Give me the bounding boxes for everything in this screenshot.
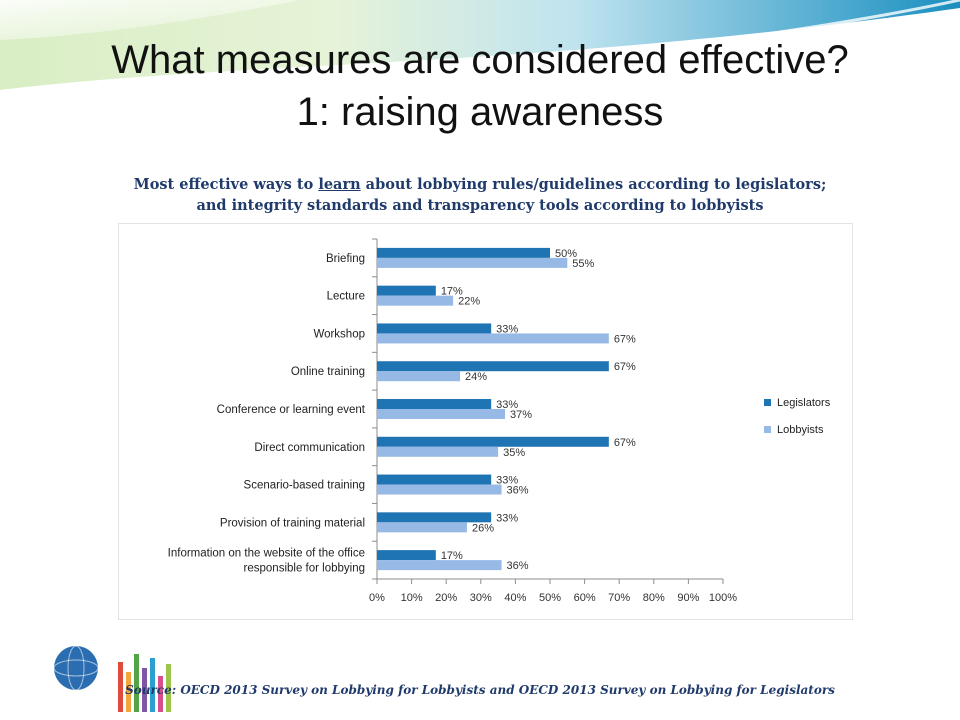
legend-swatch-legislators: [764, 399, 771, 406]
data-label: 67%: [614, 437, 636, 449]
chart-title: Most effective ways to learn about lobby…: [40, 174, 920, 216]
x-tick-label: 20%: [435, 592, 457, 604]
bar-lobbyists: [377, 446, 499, 457]
category-label: responsible for lobbying: [244, 563, 365, 575]
header-banner: [0, 0, 960, 90]
slide-title-line2: 1: raising awareness: [296, 90, 664, 134]
bar-lobbyists: [377, 560, 502, 571]
category-label: Conference or learning event: [217, 404, 366, 416]
x-tick-label: 30%: [470, 592, 492, 604]
category-label: Information on the website of the office: [168, 548, 365, 560]
data-label: 36%: [507, 560, 529, 572]
x-tick-label: 90%: [677, 592, 699, 604]
bar-lobbyists: [377, 333, 609, 344]
data-label: 26%: [472, 522, 494, 534]
data-label: 35%: [503, 447, 525, 459]
bar-legislators: [377, 512, 492, 523]
chart-title-part1: Most effective ways to: [133, 176, 319, 193]
x-tick-label: 70%: [608, 592, 630, 604]
bar-lobbyists: [377, 484, 502, 495]
chart-frame: 0% 10% 20% 30% 40% 50% 60% 70% 80% 90% 100% Briefin…: [118, 223, 853, 620]
data-label: 22%: [458, 296, 480, 308]
data-label: 33%: [496, 323, 518, 335]
chart-title-line1: Most effective ways to learn about lobby…: [40, 174, 920, 195]
bar-lobbyists: [377, 409, 506, 419]
bar-lobbyists: [377, 522, 467, 533]
chart-title-part2: about lobbying rules/guidelines accordin…: [360, 176, 827, 193]
category-label: Lecture: [327, 291, 365, 303]
data-label: 50%: [555, 248, 577, 260]
category-label: Scenario-based training: [244, 480, 365, 492]
oecd-logo: [46, 642, 186, 720]
legend-label-legislators: Legislators: [777, 397, 831, 409]
data-label: 55%: [572, 258, 594, 270]
data-label: 67%: [614, 361, 636, 373]
bar-legislators: [377, 550, 436, 561]
slide-title: What measures are considered effective? …: [0, 34, 960, 138]
banner-graphic: [0, 0, 960, 90]
oecd-logo-graphic: [53, 645, 171, 712]
bar-legislators: [377, 399, 492, 409]
x-tick-label: 50%: [539, 592, 561, 604]
category-label: Online training: [291, 366, 365, 378]
data-label: 33%: [496, 512, 518, 524]
data-label: 17%: [441, 550, 463, 562]
bar-lobbyists: [377, 257, 568, 268]
x-tick-label: 60%: [574, 592, 596, 604]
category-label: Provision of training material: [220, 517, 365, 529]
bar-legislators: [377, 323, 492, 334]
x-tick-label: 80%: [643, 592, 665, 604]
data-label: 17%: [441, 286, 463, 298]
x-tick-label: 100%: [709, 592, 737, 604]
bar-legislators: [377, 474, 492, 485]
data-label: 33%: [496, 399, 518, 411]
bar-lobbyists: [377, 295, 454, 306]
source-note: Source: OECD 2013 Survey on Lobbying for…: [125, 683, 835, 697]
data-label: 67%: [614, 333, 636, 345]
bar-legislators: [377, 247, 550, 258]
bar-legislators: [377, 361, 609, 372]
data-label: 37%: [510, 409, 532, 421]
data-label: 36%: [507, 485, 529, 497]
chart-title-line2: and integrity standards and transparency…: [196, 197, 764, 214]
category-label: Direct communication: [254, 442, 365, 454]
bar-lobbyists: [377, 371, 461, 382]
bar-legislators: [377, 285, 436, 296]
x-tick-label: 10%: [401, 592, 423, 604]
data-label: 33%: [496, 475, 518, 487]
x-tick-label: 40%: [504, 592, 526, 604]
legend-label-lobbyists: Lobbyists: [777, 424, 824, 436]
chart-title-underlined: learn: [318, 176, 361, 193]
category-label: Workshop: [313, 328, 365, 340]
data-label: 24%: [465, 371, 487, 383]
bar-chart: 0% 10% 20% 30% 40% 50% 60% 70% 80% 90% 100% Briefin…: [168, 238, 831, 604]
bar-legislators: [377, 436, 609, 447]
slide-title-line1: What measures are considered effective?: [111, 38, 849, 82]
x-tick-label: 0%: [369, 592, 385, 604]
legend-swatch-lobbyists: [764, 426, 771, 433]
category-label: Briefing: [326, 253, 365, 265]
